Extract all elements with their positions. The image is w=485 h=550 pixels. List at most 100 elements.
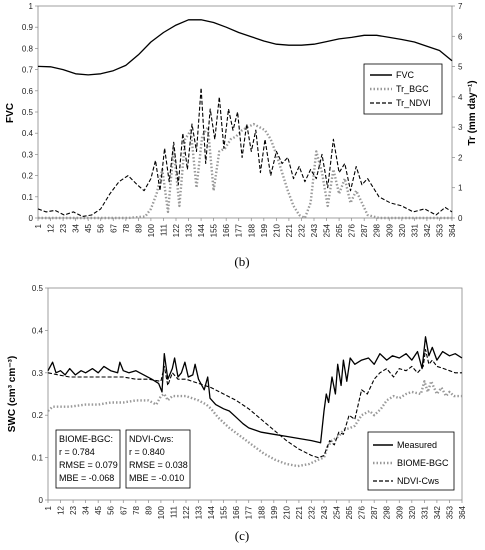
- y-axis-left-b: 0 0.1 0.2 0.3 0.4 0.5 0.6 0.7 0.8 0.9 1: [22, 2, 38, 223]
- y-tick-label: 0.4: [22, 129, 34, 138]
- x-tick-label: 34: [72, 223, 81, 232]
- x-tick-label: 364: [458, 505, 467, 519]
- y-tick-label: 0.1: [32, 454, 44, 463]
- series-line-tr-ndvi: [37, 87, 453, 218]
- y-axis-label-right-b: Tr (mm day⁻¹): [467, 80, 478, 145]
- panel-label-c: (c): [235, 528, 249, 543]
- stats-box-ndvi-cws: NDVI-Cws: r = 0.840 RMSE = 0.038 MBE = -…: [125, 429, 191, 489]
- y-tick-label: 0.4: [32, 326, 44, 335]
- x-tick-label: 199: [260, 223, 269, 237]
- series-line-fvc: [37, 19, 453, 76]
- x-tick-label: 221: [285, 223, 294, 237]
- legend-box-c: [367, 431, 455, 491]
- x-tick-label: 155: [210, 223, 219, 237]
- x-tick-label: 210: [272, 223, 281, 237]
- y-axis-c: 0 0.1 0.2 0.3 0.4 0.5: [32, 284, 48, 505]
- series-line-biome-bgc: [47, 380, 462, 468]
- x-tick-label: 243: [320, 505, 329, 519]
- series-group-b: [37, 19, 453, 220]
- x-tick-label: 111: [169, 505, 178, 518]
- panel-label-b: (b): [234, 254, 249, 269]
- stats-mbe-ndvi-cws: MBE = -0.010: [129, 473, 184, 483]
- x-tick-label: 177: [235, 223, 244, 237]
- legend-label-tr-bgc: Tr_BGC: [396, 84, 429, 94]
- x-tick-label: 309: [385, 223, 394, 237]
- legend-label-fvc: FVC: [396, 70, 415, 80]
- y-axis-label-left-b: FVC: [5, 103, 16, 123]
- x-tick-label: 254: [333, 505, 342, 519]
- x-tick-label: 298: [383, 505, 392, 519]
- x-tick-label: 232: [307, 505, 316, 519]
- legend-label-ndvi-cws: NDVI-Cws: [397, 476, 439, 486]
- x-tick-label: 122: [172, 223, 181, 237]
- stats-mbe-biome-bgc: MBE = -0.068: [59, 473, 114, 483]
- x-tick-label: 287: [360, 223, 369, 237]
- y-right-tick-label: 2: [458, 153, 463, 162]
- y-axis-right-b: 0 1 2 3 4 5 6 7: [452, 2, 463, 223]
- y-tick-label: 0: [29, 214, 34, 223]
- y-tick-label: 0.5: [22, 108, 34, 117]
- x-tick-label: 89: [134, 223, 143, 232]
- x-tick-label: 133: [195, 505, 204, 519]
- y-tick-label: 0.9: [22, 23, 34, 32]
- stats-frame-ndvi-cws: [125, 429, 191, 489]
- x-tick-label: 342: [433, 505, 442, 519]
- x-tick-label: 210: [282, 505, 291, 519]
- x-tick-label: 221: [295, 505, 304, 519]
- x-tick-label: 1: [34, 223, 43, 228]
- x-tick-label: 78: [122, 223, 131, 232]
- stats-title-ndvi-cws: NDVI-Cws:: [129, 434, 174, 444]
- x-tick-label: 12: [57, 505, 66, 514]
- stats-r-biome-bgc: r = 0.784: [59, 447, 95, 457]
- y-axis-label-c: SWC (cm³ cm⁻³): [7, 356, 18, 432]
- x-tick-label: 265: [345, 505, 354, 519]
- x-tick-label: 144: [207, 505, 216, 519]
- y-right-tick-label: 3: [458, 123, 463, 132]
- x-tick-label: 309: [395, 505, 404, 519]
- x-tick-label: 331: [410, 223, 419, 237]
- x-tick-label: 364: [448, 223, 457, 237]
- x-tick-label: 331: [420, 505, 429, 519]
- x-tick-label: 23: [69, 505, 78, 514]
- x-tick-label: 254: [323, 223, 332, 237]
- stats-rmse-biome-bgc: RMSE = 0.079: [59, 460, 118, 470]
- x-tick-label: 12: [47, 223, 56, 232]
- chart-panel-c: 0 0.1 0.2 0.3 0.4 0.5 1 12 23 34 45 56 67 78 89 100 111…: [7, 284, 467, 543]
- x-tick-label: 1: [44, 505, 53, 510]
- stats-frame-biome-bgc: [55, 429, 121, 489]
- x-tick-label: 133: [185, 223, 194, 237]
- x-tick-label: 45: [84, 223, 93, 232]
- x-tick-label: 45: [94, 505, 103, 514]
- series-line-ndvi-cws: [47, 348, 462, 459]
- x-tick-label: 78: [132, 505, 141, 514]
- x-tick-label: 320: [398, 223, 407, 237]
- plot-area-c: [47, 287, 463, 501]
- legend-c: Measured BIOME-BGC NDVI-Cws: [367, 431, 455, 491]
- x-tick-label: 320: [408, 505, 417, 519]
- x-axis-c: 1 12 23 34 45 56 67 78 89 100 111 122 133 144 155 166 17…: [44, 500, 467, 519]
- y-tick-label: 0.3: [32, 369, 44, 378]
- x-tick-label: 276: [358, 505, 367, 519]
- y-tick-label: 0.7: [22, 66, 34, 75]
- x-axis-b: 1 12 23 34 45 56 67 78 89 100 111 122 133 144 155 166 17…: [34, 218, 457, 237]
- x-tick-label: 89: [144, 505, 153, 514]
- legend-label-measured: Measured: [397, 440, 437, 450]
- x-tick-label: 100: [157, 505, 166, 519]
- x-tick-label: 353: [435, 223, 444, 237]
- y-tick-label: 1: [29, 2, 34, 11]
- x-tick-label: 122: [182, 505, 191, 519]
- y-tick-label: 0.6: [22, 87, 34, 96]
- x-tick-label: 67: [109, 223, 118, 232]
- x-tick-label: 353: [445, 505, 454, 519]
- x-tick-label: 100: [147, 223, 156, 237]
- x-tick-label: 188: [257, 505, 266, 519]
- x-tick-label: 67: [119, 505, 128, 514]
- legend-b: FVC Tr_BGC Tr_NDVI: [363, 63, 443, 115]
- stats-title-biome-bgc: BIOME-BGC:: [59, 434, 113, 444]
- series-line-measured: [47, 336, 463, 444]
- x-tick-label: 34: [82, 505, 91, 514]
- x-tick-label: 56: [107, 505, 116, 514]
- x-tick-label: 111: [159, 223, 168, 236]
- y-tick-label: 0.3: [22, 150, 34, 159]
- x-tick-label: 166: [222, 223, 231, 237]
